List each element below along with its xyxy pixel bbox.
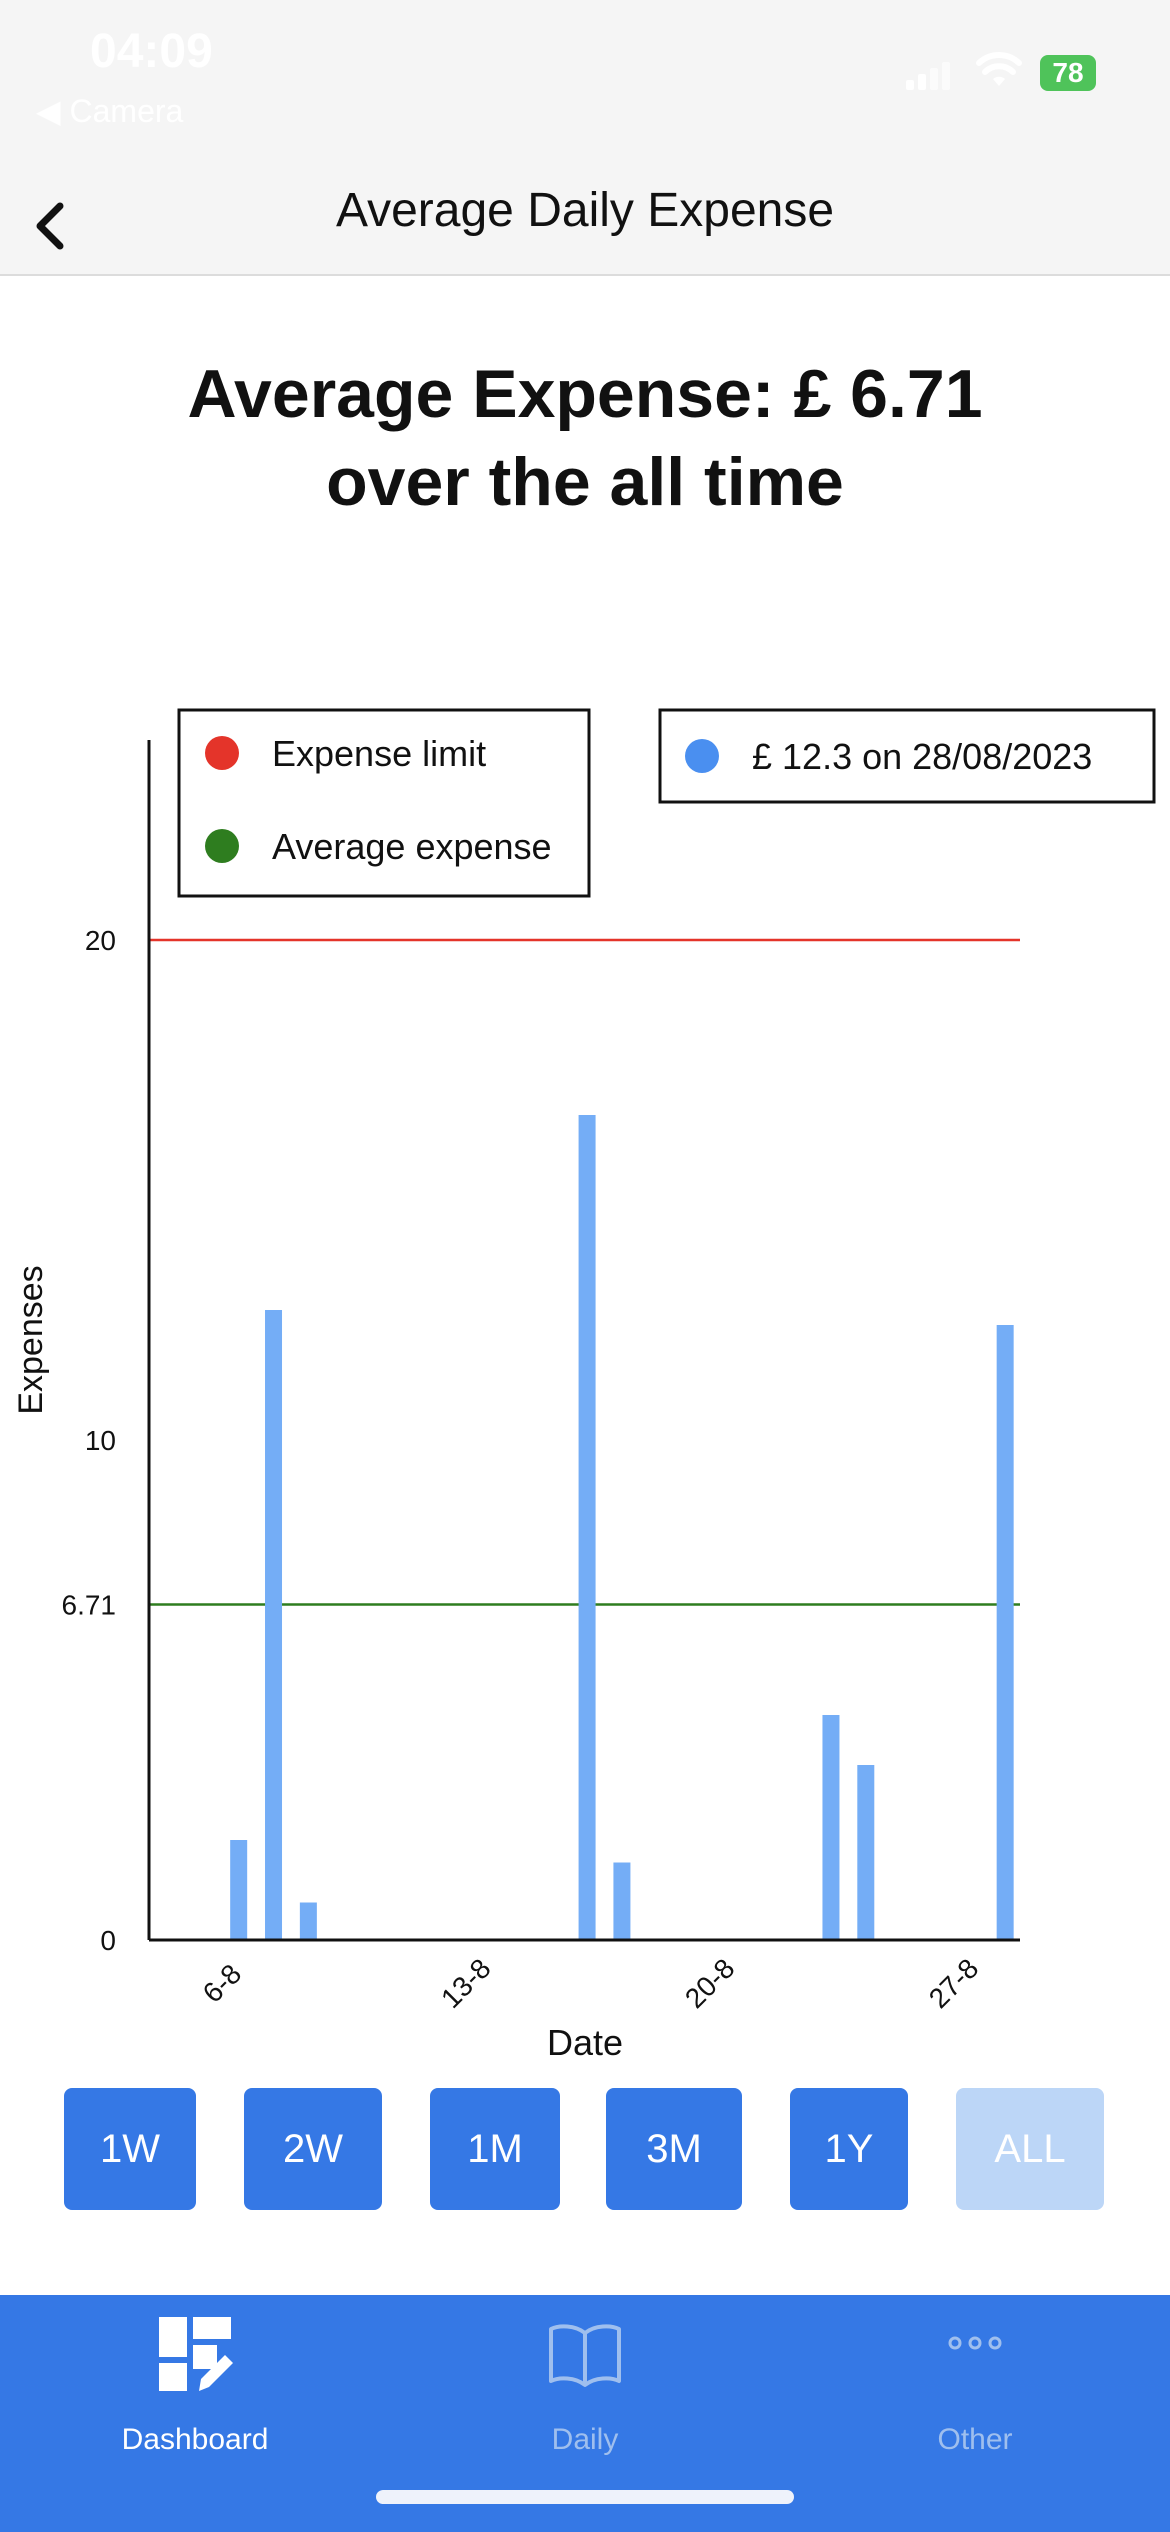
chart-bar-3[interactable]	[299, 1902, 317, 1941]
back-chevron-icon[interactable]	[22, 170, 82, 274]
chart-bar-7[interactable]	[857, 1765, 875, 1940]
legend-label-average: Average expense	[272, 826, 552, 867]
chart-bar-5[interactable]	[613, 1862, 631, 1941]
chart-bar-1[interactable]	[230, 1840, 248, 1940]
dashboard-icon	[159, 2317, 233, 2391]
y-axis-label: Expenses	[12, 1265, 50, 1414]
tab-daily-label: Daily	[551, 2423, 619, 2456]
tab-daily[interactable]: Daily	[390, 2295, 780, 2532]
tab-other[interactable]: Other	[780, 2295, 1170, 2532]
signal-icon	[906, 60, 950, 90]
y-tick-label-1: 6.71	[62, 1590, 117, 1621]
x-axis-label: Date	[547, 2022, 623, 2063]
more-icon	[948, 2336, 1002, 2350]
range-selector: 1W 2W 1M 3M 1Y ALL	[0, 2088, 1170, 2212]
legend-marker-limit	[205, 736, 239, 770]
legend-label-limit: Expense limit	[272, 733, 486, 774]
chart-bar-6[interactable]	[822, 1715, 840, 1940]
x-tick-label-3: 27-8	[923, 1953, 985, 2015]
tab-dashboard-label: Dashboard	[121, 2423, 269, 2456]
average-summary-period: over the all time	[326, 444, 844, 520]
tooltip-label: £ 12.3 on 28/08/2023	[752, 736, 1092, 777]
x-tick-label-2: 20-8	[679, 1953, 741, 2015]
tooltip-marker	[685, 739, 719, 773]
status-bar: 04:09 ◀ Camera 78	[0, 0, 1170, 170]
navigation-bar: Average Daily Expense	[0, 170, 1170, 276]
range-button-1w[interactable]: 1W	[64, 2088, 196, 2210]
tab-other-label: Other	[937, 2423, 1013, 2456]
tab-dashboard[interactable]: Dashboard	[0, 2295, 390, 2532]
y-tick-label-2: 10	[85, 1425, 116, 1456]
selected-bar-tooltip: £ 12.3 on 28/08/2023	[658, 708, 1156, 804]
range-button-1y[interactable]: 1Y	[790, 2088, 908, 2210]
x-tick-label-0: 6-8	[197, 1958, 248, 2009]
chart-bar-8[interactable]	[996, 1325, 1014, 1940]
battery-icon: 78	[1040, 55, 1096, 91]
legend-marker-average	[205, 829, 239, 863]
chart-bar-2[interactable]	[265, 1310, 283, 1940]
range-button-3m[interactable]: 3M	[606, 2088, 742, 2210]
y-tick-label-3: 20	[85, 925, 116, 956]
book-icon	[549, 2324, 621, 2387]
range-button-1m[interactable]: 1M	[430, 2088, 560, 2210]
range-button-2w[interactable]: 2W	[244, 2088, 382, 2210]
home-indicator	[376, 2490, 794, 2504]
average-summary: Average Expense: £ 6.71 over the all tim…	[60, 350, 1110, 526]
chart-bar-4[interactable]	[578, 1115, 596, 1940]
back-to-camera-link[interactable]: ◀ Camera	[36, 93, 184, 129]
wifi-icon	[976, 52, 1022, 86]
page-title: Average Daily Expense	[335, 184, 835, 237]
y-tick-label-0: 0	[100, 1925, 116, 1956]
range-button-all[interactable]: ALL	[956, 2088, 1104, 2210]
average-summary-amount: Average Expense: £ 6.71	[187, 356, 983, 432]
x-tick-label-1: 13-8	[435, 1953, 497, 2015]
chart-legend: Expense limit Average expense	[177, 708, 591, 898]
status-time: 04:09	[90, 25, 213, 78]
